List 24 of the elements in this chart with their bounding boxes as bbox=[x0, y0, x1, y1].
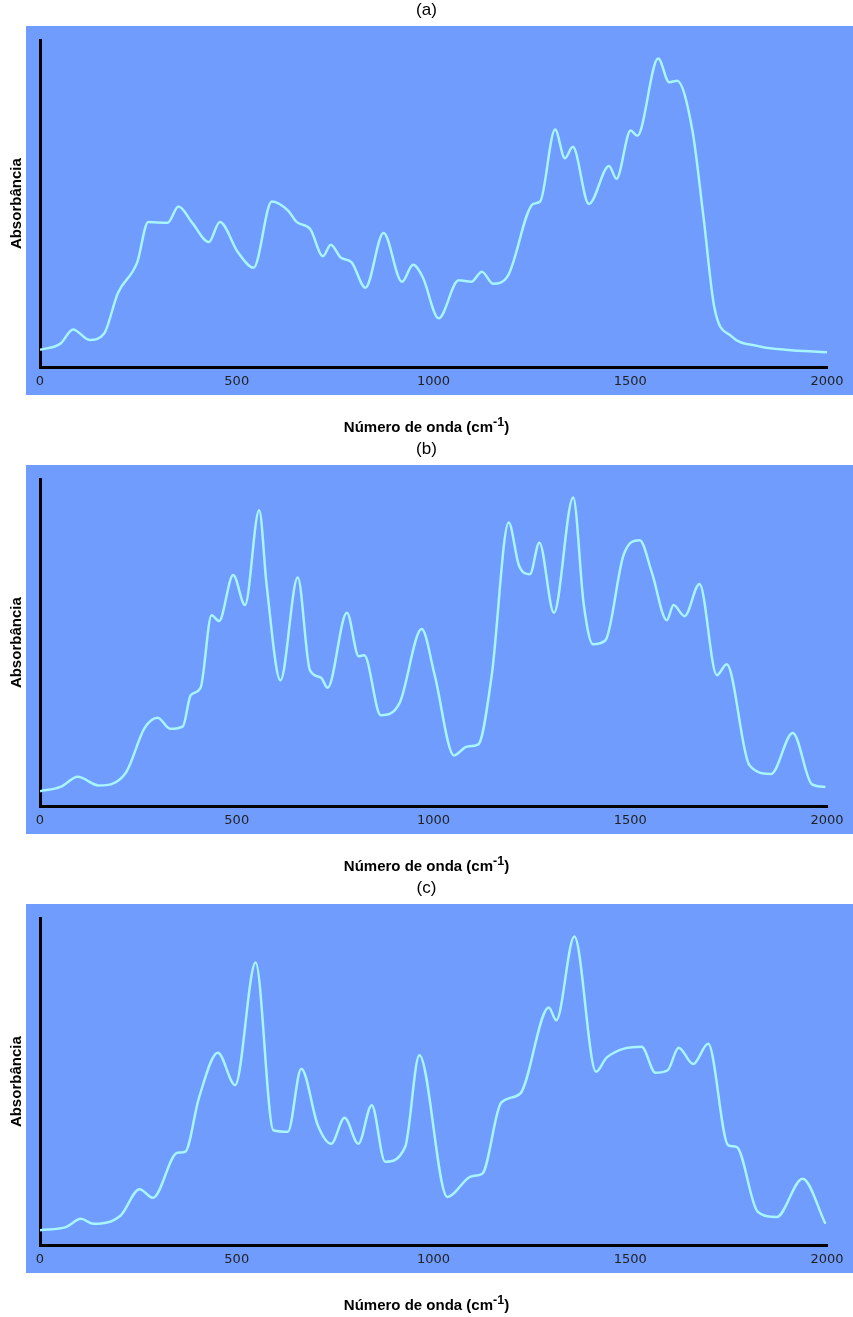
x-tick-label: 2000 bbox=[810, 372, 844, 388]
x-tick-label: 1500 bbox=[613, 372, 647, 388]
chart-title: (b) bbox=[415, 439, 438, 459]
x-axis-title: Número de onda (cm$^{-1}$) bbox=[342, 415, 511, 435]
chart-title: (a) bbox=[415, 0, 438, 20]
x-axis-title: Número de onda (cm$^{-1}$) bbox=[342, 1293, 511, 1313]
x-tick-label: 1000 bbox=[416, 1250, 451, 1266]
y-axis-title: Absorbância bbox=[7, 1035, 25, 1128]
x-tick-label: 0 bbox=[35, 1250, 45, 1266]
x-tick-label: 2000 bbox=[810, 1250, 844, 1266]
y-axis-title: Absorbância bbox=[7, 596, 25, 689]
chart-title: (c) bbox=[415, 878, 438, 898]
x-tick-label: 1000 bbox=[416, 372, 451, 388]
x-tick-label: 1000 bbox=[416, 811, 451, 827]
x-tick-label: 0 bbox=[35, 811, 45, 827]
x-axis-title: Número de onda (cm$^{-1}$) bbox=[342, 854, 511, 874]
x-tick-label: 1500 bbox=[613, 811, 647, 827]
y-axis-title: Absorbância bbox=[7, 157, 25, 250]
x-tick-label: 2000 bbox=[810, 811, 844, 827]
x-tick-label: 500 bbox=[224, 1250, 250, 1266]
x-tick-label: 0 bbox=[35, 372, 45, 388]
x-tick-label: 500 bbox=[224, 372, 250, 388]
x-tick-label: 1500 bbox=[613, 1250, 647, 1266]
x-tick-label: 500 bbox=[224, 811, 250, 827]
